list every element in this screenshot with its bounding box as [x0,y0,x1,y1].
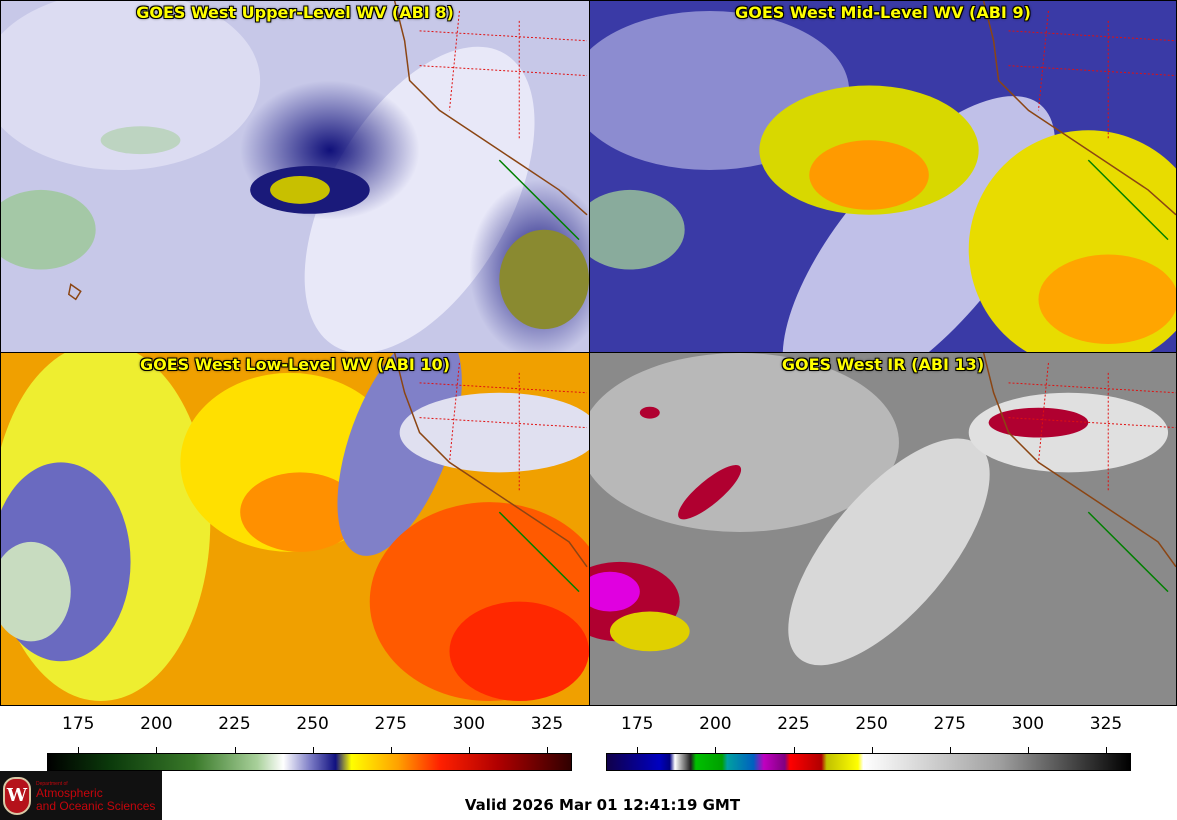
panel-mid-wv: GOES West Mid-Level WV (ABI 9) [589,0,1177,353]
wv-tick-label: 200 [140,714,173,734]
ir-tick-mark [1027,747,1029,753]
ir-colorbar: 175 200 225 250 275 300 325 [606,714,1131,774]
ir-tick-label: 250 [855,714,888,734]
wv-tick-mark [547,747,548,753]
upper-wv-image [1,1,589,352]
panel-ir: GOES West IR (ABI 13) [589,352,1177,706]
wv-tick-mark [156,747,158,753]
wv-tick-mark [390,747,392,753]
wv-tick-mark [312,747,314,753]
panel-title-ir: GOES West IR (ABI 13) [781,355,985,374]
ir-tick-mark [715,747,717,753]
wv-tick-mark [78,747,80,753]
ir-tick-label: 325 [1089,714,1123,734]
panel-title-low: GOES West Low-Level WV (ABI 10) [139,355,450,374]
logo-name-line1: Atmospheric [36,786,103,800]
ir-colorbar-gradient [606,753,1131,771]
logo-name-text: Atmospheric and Oceanic Sciences [36,787,155,813]
panel-title-upper: GOES West Upper-Level WV (ABI 8) [136,3,454,22]
wv-tick-label: 225 [218,714,251,734]
ir-tick-mark [871,747,873,753]
wv-tick-label: 275 [374,714,407,734]
panel-low-wv: GOES West Low-Level WV (ABI 10) [0,352,590,706]
wv-tick-label: 175 [62,714,95,734]
wv-tick-mark [468,747,470,753]
low-wv-image [1,353,589,705]
ir-tick-label: 175 [621,714,654,734]
logo-name-line2: and Oceanic Sciences [36,799,156,813]
wv-tick-label: 325 [530,714,564,734]
wv-tick-label: 300 [452,714,486,734]
ir-tick-label: 225 [777,714,810,734]
ir-tick-label: 200 [699,714,732,734]
ir-tick-mark [793,747,795,753]
aos-logo: W Department of Atmospheric and Oceanic … [0,771,162,820]
ir-tick-mark [637,747,639,753]
ir-tick-mark [1106,747,1107,753]
wv-colorbar: 175 200 225 250 275 300 325 [47,714,572,774]
logo-dept-text: Department of [36,781,68,787]
wv-tick-label: 250 [296,714,329,734]
wv-tick-mark [234,747,236,753]
uw-crest-icon: W [3,777,31,815]
wv-colorbar-gradient [47,753,572,771]
panel-upper-wv: GOES West Upper-Level WV (ABI 8) [0,0,590,353]
ir-image [590,353,1176,705]
ir-tick-mark [949,747,951,753]
mid-wv-image [590,1,1176,352]
ir-tick-label: 275 [933,714,966,734]
ir-tick-label: 300 [1011,714,1045,734]
panel-title-mid: GOES West Mid-Level WV (ABI 9) [735,3,1031,22]
valid-time: Valid 2026 Mar 01 12:41:19 GMT [464,796,741,814]
